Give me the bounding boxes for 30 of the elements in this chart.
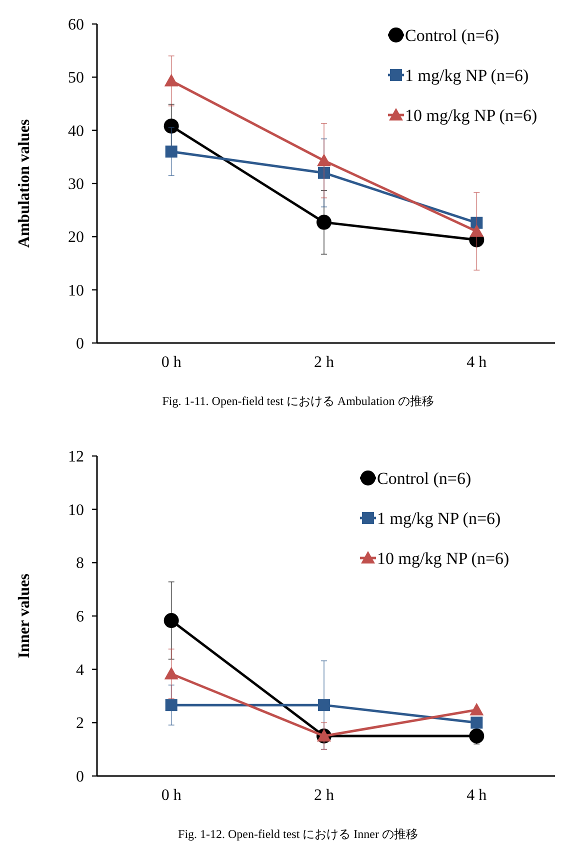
x-tick-label: 4 h [466,354,487,371]
y-tick-label: 10 [68,502,84,519]
legend-label: Control (n=6) [377,469,472,488]
caption: Fig. 1-12. Open-field test における Inner の推移 [178,827,418,841]
y-tick-label: 2 [76,715,84,732]
y-tick-label: 12 [68,448,84,466]
y-tick-label: 40 [68,122,84,140]
y-tick-label: 20 [68,229,84,246]
legend-label: Control (n=6) [405,26,500,45]
x-tick-label: 0 h [161,354,182,371]
caption: Fig. 1-11. Open-field test における Ambulation の推移 [162,394,434,408]
y-axis-title: Ambulation values [16,119,33,248]
y-tick-label: 50 [68,70,84,87]
x-tick-label: 2 h [314,354,334,371]
y-tick-label: 10 [68,282,84,300]
y-tick-label: 0 [76,336,84,352]
y-tick-label: 4 [76,662,84,679]
y-tick-label: 30 [68,176,84,193]
y-axis-title: Inner values [16,574,33,658]
legend-label: 1 mg/kg NP (n=6) [377,509,501,528]
y-tick-label: 60 [68,16,84,34]
legend-label: 10 mg/kg NP (n=6) [377,549,510,568]
legend-label: 1 mg/kg NP (n=6) [405,66,529,85]
x-tick-label: 4 h [466,787,487,804]
x-tick-label: 0 h [161,787,182,804]
y-tick-label: 8 [76,555,84,572]
x-tick-label: 2 h [314,787,334,804]
y-tick-label: 6 [76,608,84,626]
legend-label: 10 mg/kg NP (n=6) [405,106,538,125]
y-tick-label: 0 [76,768,84,786]
